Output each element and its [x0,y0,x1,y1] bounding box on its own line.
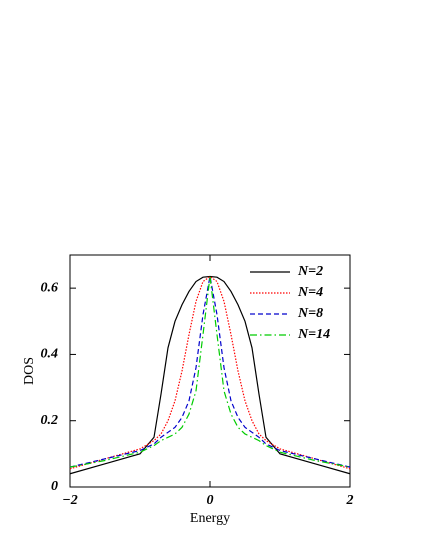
series-line [69,276,351,468]
x-tick-label: 2 [346,493,354,508]
y-tick-label: 0.2 [41,413,59,428]
series-line [69,276,351,468]
y-axis-label: DOS [22,357,37,385]
x-tick-label: 0 [207,493,214,508]
y-tick-label: 0 [51,479,58,494]
legend-label: N=14 [297,327,330,342]
legend-label: N=4 [297,285,323,300]
y-tick-label: 0.6 [41,280,59,295]
x-axis-label: Energy [190,511,230,526]
series-line [69,275,351,475]
y-tick-label: 0.4 [41,347,59,362]
legend-label: N=8 [297,306,323,321]
legend-label: N=2 [297,264,323,279]
x-tick-label: −2 [62,493,77,508]
